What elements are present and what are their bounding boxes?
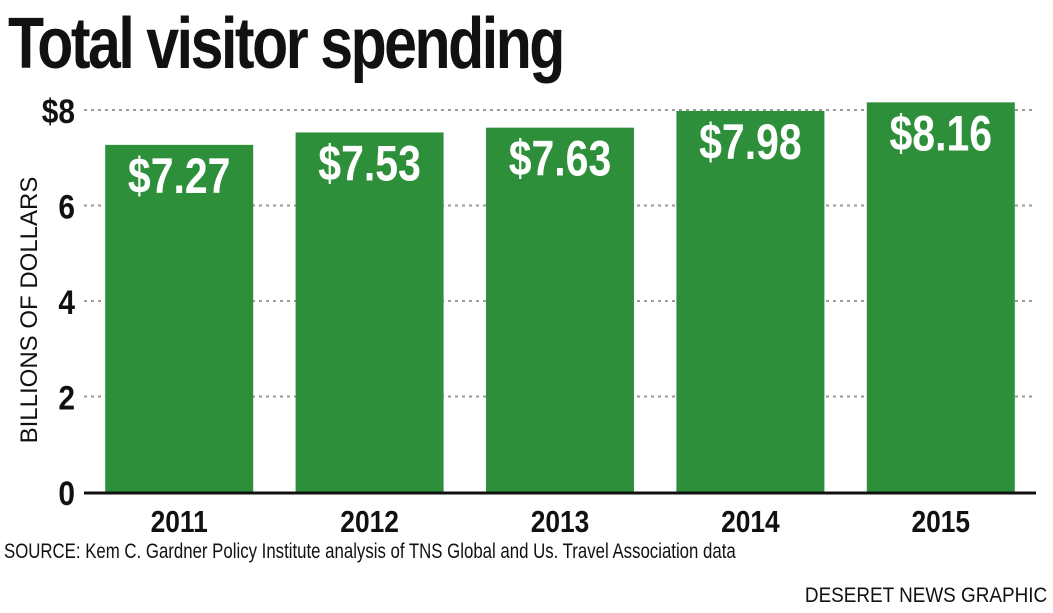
bar-value-label: $7.27 xyxy=(128,148,231,204)
bars: $7.27 $7.53 $7.63 $7.98 $8.16 xyxy=(105,102,1015,493)
bar-2014 xyxy=(676,110,825,492)
axes: 0 2 4 6 $8 2011 2012 2013 2014 2015 xyxy=(42,92,1036,540)
y-tick-label: 6 xyxy=(58,188,75,226)
y-tick-label: 0 xyxy=(58,474,75,512)
x-tick-label: 2014 xyxy=(721,505,780,539)
y-axis-title: BILLIONS OF DOLLARS xyxy=(16,177,43,444)
x-tick-label: 2011 xyxy=(151,505,208,539)
x-tick-label: 2012 xyxy=(340,505,399,539)
bar-value-label: $7.98 xyxy=(699,114,802,170)
bar-2012 xyxy=(295,132,444,492)
bar-value-label: $8.16 xyxy=(889,106,992,162)
source-note: SOURCE: Kem C. Gardner Policy Institute … xyxy=(4,540,736,563)
bar-2013 xyxy=(486,127,634,492)
chart-title: Total visitor spending xyxy=(8,4,565,84)
graphic-credit: DESERET NEWS GRAPHIC xyxy=(804,584,1047,607)
bar-value-label: $7.53 xyxy=(318,136,421,192)
y-tick-label: $8 xyxy=(42,92,75,130)
bar-value-label: $7.63 xyxy=(509,131,612,187)
x-tick-label: 2015 xyxy=(912,505,971,539)
bar-2011 xyxy=(105,144,254,493)
x-tick-label: 2013 xyxy=(531,505,590,539)
y-tick-label: 4 xyxy=(58,283,75,321)
bar-2015 xyxy=(866,102,1015,493)
y-tick-label: 2 xyxy=(58,379,75,417)
